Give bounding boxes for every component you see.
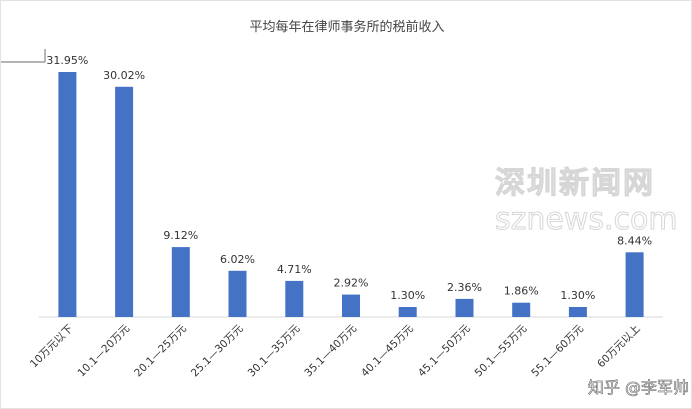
category-label-6: 35.1—40万元 bbox=[302, 322, 359, 379]
value-label-6: 2.92% bbox=[334, 277, 369, 290]
source-watermark: 深圳新闻网 sznews.com bbox=[495, 166, 679, 238]
bar-9 bbox=[512, 302, 531, 317]
bar-3 bbox=[171, 247, 190, 317]
bar-2 bbox=[115, 86, 134, 317]
bars-group bbox=[58, 72, 644, 317]
value-label-2: 30.02% bbox=[103, 69, 145, 82]
bar-4 bbox=[228, 270, 247, 317]
source-watermark-en: sznews.com bbox=[495, 202, 678, 237]
bar-11 bbox=[625, 252, 644, 317]
category-label-2: 10.1—20万元 bbox=[75, 322, 132, 379]
category-label-4: 25.1—30万元 bbox=[189, 322, 246, 379]
bar-5 bbox=[285, 280, 304, 317]
value-label-5: 4.71% bbox=[277, 263, 312, 276]
category-label-5: 30.1—35万元 bbox=[246, 322, 303, 379]
value-label-7: 1.30% bbox=[390, 289, 425, 302]
value-label-9: 1.86% bbox=[504, 285, 539, 298]
category-label-7: 40.1—45万元 bbox=[359, 322, 416, 379]
category-label-11: 60万元以上 bbox=[595, 323, 643, 371]
category-label-9: 50.1—55万元 bbox=[473, 322, 530, 379]
bar-7 bbox=[398, 307, 417, 317]
bar-8 bbox=[455, 298, 474, 317]
value-label-3: 9.12% bbox=[163, 229, 198, 242]
value-label-1: 31.95% bbox=[46, 54, 88, 67]
category-label-10: 55.1—60万元 bbox=[529, 322, 586, 379]
value-label-10: 1.30% bbox=[560, 289, 595, 302]
value-label-11: 8.44% bbox=[617, 234, 652, 247]
chart-title: 平均每年在律师事务所的税前收入 bbox=[249, 19, 444, 35]
tick-labels-group: 10万元以下 10.1—20万元 20.1—25万元 25.1—30万元 30.1—35… bbox=[28, 322, 643, 379]
credit-watermark: 知乎 @李军帅 bbox=[588, 378, 689, 397]
category-label-1: 10万元以下 bbox=[28, 323, 76, 371]
value-labels-group: 31.95% 30.02% 9.12% 6.02% 4.71% 2.92% 1.30% 2.3… bbox=[46, 54, 652, 302]
value-label-4: 6.02% bbox=[220, 253, 255, 266]
bar-10 bbox=[568, 307, 587, 317]
category-label-8: 45.1—50万元 bbox=[416, 322, 473, 379]
source-watermark-cn: 深圳新闻网 bbox=[495, 166, 655, 201]
value-label-8: 2.36% bbox=[447, 281, 482, 294]
bar-6 bbox=[342, 294, 360, 317]
bar-1 bbox=[58, 72, 77, 317]
category-label-3: 20.1—25万元 bbox=[132, 322, 189, 379]
